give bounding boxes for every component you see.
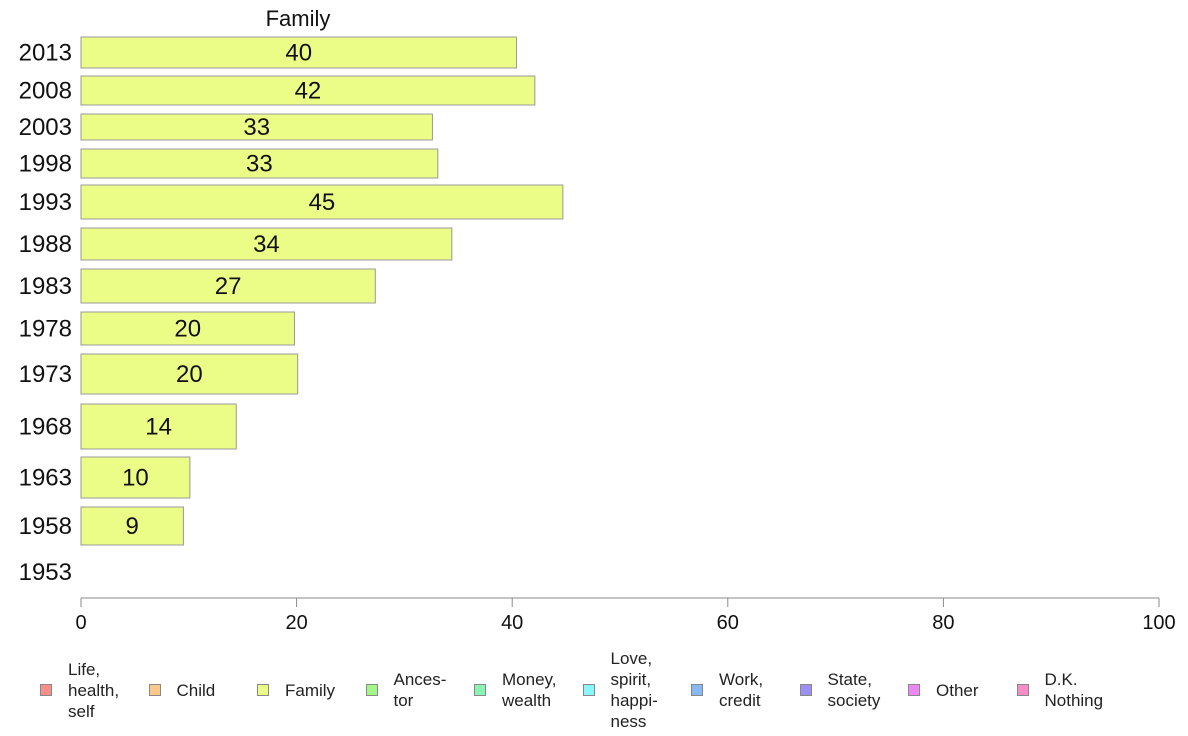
legend-label: Love, spirit, happi- ness — [610, 649, 658, 731]
legend-item: Family — [257, 644, 335, 736]
legend-swatch — [582, 684, 595, 696]
legend-swatch — [40, 684, 52, 696]
legend-item: Love, spirit, happi- ness — [582, 644, 658, 736]
x-tick-label: 40 — [501, 612, 523, 634]
legend: Life, health, self Child Family Ances- tor M… — [0, 644, 1188, 736]
legend-label: Other — [936, 680, 979, 700]
bar — [80, 113, 433, 141]
bar-value-label: 34 — [253, 231, 280, 258]
x-tick-label: 60 — [717, 612, 739, 634]
bar — [80, 268, 376, 304]
legend-label: Family — [285, 680, 336, 700]
bar-value-label: 9 — [126, 513, 139, 540]
chart-title: Family — [266, 6, 331, 31]
bar-value-label: 10 — [122, 465, 149, 492]
y-tick-label: 1958 — [19, 513, 72, 540]
legend-label: Child — [176, 680, 216, 700]
y-tick-label: 1983 — [19, 273, 72, 300]
x-tick-label: 80 — [932, 612, 954, 634]
y-tick-label: 2013 — [19, 40, 72, 67]
legend-item: State, society — [799, 644, 881, 736]
legend-item: Money, wealth — [474, 644, 557, 736]
bar — [80, 403, 237, 450]
legend-label: Money, wealth — [502, 670, 557, 710]
legend-item: Life, health, self — [40, 644, 119, 736]
bar — [80, 506, 184, 546]
legend-label: Ances- tor — [393, 670, 447, 710]
y-tick-label: 1953 — [19, 559, 72, 586]
legend-swatch — [474, 684, 486, 696]
legend-swatch — [1016, 684, 1029, 696]
y-tick-label: 1968 — [19, 414, 72, 441]
legend-swatch — [691, 684, 703, 696]
bar-value-label: 33 — [246, 151, 273, 178]
bar-value-label: 33 — [243, 114, 270, 141]
legend-item: Ances- tor — [365, 644, 447, 736]
bar-value-label: 40 — [285, 40, 312, 67]
bar-chart: Family 2013 40 2008 42 2003 33 1998 33 1993 45 198… — [19, 6, 1176, 634]
bar — [80, 227, 453, 261]
y-tick-label: 1973 — [19, 361, 72, 388]
bar — [80, 456, 191, 499]
legend-item: Child — [148, 644, 216, 736]
bars-group: 2013 40 2008 42 2003 33 1998 33 1993 45 1988 34 1983… — [19, 36, 564, 586]
bar — [80, 75, 536, 106]
x-tick-label: 0 — [75, 612, 86, 634]
x-tick-label: 20 — [285, 612, 307, 634]
y-tick-label: 1998 — [19, 151, 72, 178]
bar-value-label: 20 — [176, 361, 203, 388]
legend-label: D.K. Nothing — [1044, 670, 1104, 710]
bar — [80, 184, 564, 220]
y-tick-label: 2008 — [19, 78, 72, 105]
legend-item: Other — [908, 644, 979, 736]
legend-swatch — [365, 684, 378, 696]
bar-value-label: 42 — [295, 78, 322, 105]
bar-value-label: 45 — [309, 189, 336, 216]
legend-swatch — [257, 684, 269, 696]
legend-item: Work, credit — [691, 644, 763, 736]
y-tick-label: 1993 — [19, 189, 72, 216]
legend-label: State, society — [827, 670, 881, 710]
x-tick-label: 100 — [1142, 612, 1175, 634]
legend-swatch — [908, 684, 920, 696]
bar-value-label: 14 — [145, 414, 172, 441]
y-tick-label: 1978 — [19, 316, 72, 343]
legend-swatch — [148, 684, 161, 696]
legend-label: Life, health, self — [68, 659, 120, 721]
x-axis: 0 20 40 60 80 100 — [75, 597, 1176, 634]
bar — [80, 353, 299, 395]
bar — [80, 148, 439, 179]
y-tick-label: 2003 — [19, 114, 72, 141]
legend-swatch — [799, 684, 812, 696]
bar — [80, 311, 295, 346]
bar-value-label: 27 — [215, 273, 242, 300]
legend-label: Work, credit — [719, 670, 764, 710]
legend-item: D.K. Nothing — [1016, 644, 1104, 736]
y-tick-label: 1963 — [19, 465, 72, 492]
bar — [80, 36, 518, 69]
bar-value-label: 20 — [174, 316, 201, 343]
y-tick-label: 1988 — [19, 231, 72, 258]
